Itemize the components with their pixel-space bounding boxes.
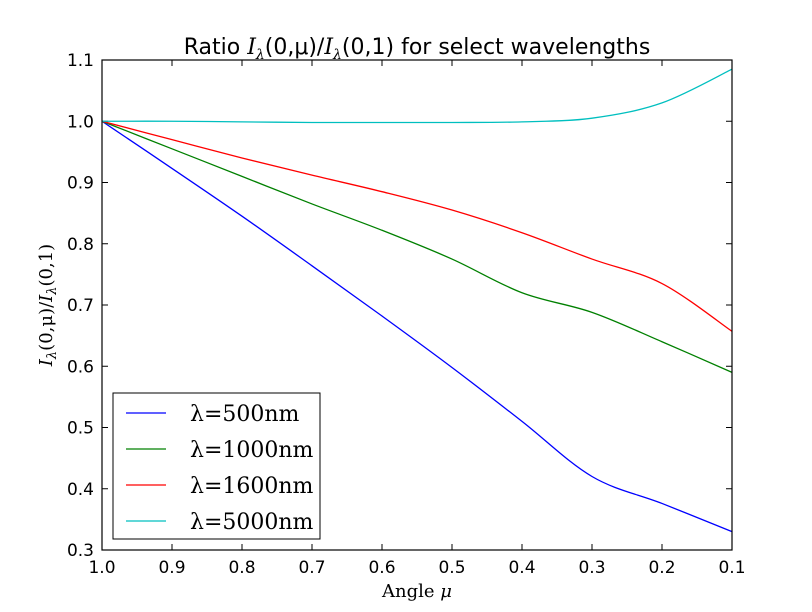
y-tick-label: 1.0: [67, 112, 94, 132]
y-axis-label: Iλ(0,μ)/Iλ(0,1): [36, 244, 60, 367]
legend-entries: λ=500nm λ=1000nm λ=1600nm λ=5000nm: [126, 402, 314, 535]
legend-label-2: λ=1600nm: [190, 474, 314, 499]
x-tick-label: 0.8: [228, 558, 255, 578]
legend-label-3: λ=5000nm: [190, 510, 314, 535]
legend-label-1: λ=1000nm: [190, 438, 314, 463]
x-tick-labels: 1.0 0.9 0.8 0.7 0.6 0.5 0.4 0.3 0.2 0.1: [88, 558, 745, 578]
y-tick-label: 0.4: [67, 480, 94, 500]
x-tick-label: 0.7: [298, 558, 325, 578]
legend: λ=500nm λ=1000nm λ=1600nm λ=5000nm: [112, 392, 321, 540]
x-tick-label: 0.4: [508, 558, 535, 578]
legend-box: [112, 392, 321, 540]
y-tick-label: 0.5: [67, 419, 94, 439]
x-tick-label: 1.0: [88, 558, 115, 578]
x-tick-label: 0.5: [438, 558, 465, 578]
y-tick-label: 0.3: [67, 541, 94, 561]
series-lines: [101, 68, 733, 533]
series-line-1: [101, 120, 733, 373]
x-tick-label: 0.1: [718, 558, 745, 578]
x-tick-label: 0.6: [368, 558, 395, 578]
x-axis-label: Angle μ: [381, 581, 452, 602]
legend-label-0: λ=500nm: [190, 402, 300, 427]
y-tick-label: 0.6: [67, 357, 94, 377]
y-tick-label: 0.9: [67, 174, 94, 194]
x-tick-label: 0.2: [648, 558, 675, 578]
plot-frame: [101, 59, 733, 551]
y-tick-labels: 0.3 0.4 0.5 0.6 0.7 0.8 0.9 1.0 1.1: [67, 51, 94, 561]
series-line-3: [101, 68, 733, 124]
x-tick-label: 0.3: [578, 558, 605, 578]
series-line-2: [101, 120, 733, 332]
y-tick-label: 0.8: [67, 235, 94, 255]
x-tick-label: 0.9: [158, 558, 185, 578]
series-line-0: [101, 120, 733, 533]
y-tick-label: 1.1: [67, 51, 94, 71]
chart-title: Ratio Iλ(0,μ)/Iλ(0,1) for select wavelen…: [184, 35, 651, 63]
y-tick-label: 0.7: [67, 296, 94, 316]
